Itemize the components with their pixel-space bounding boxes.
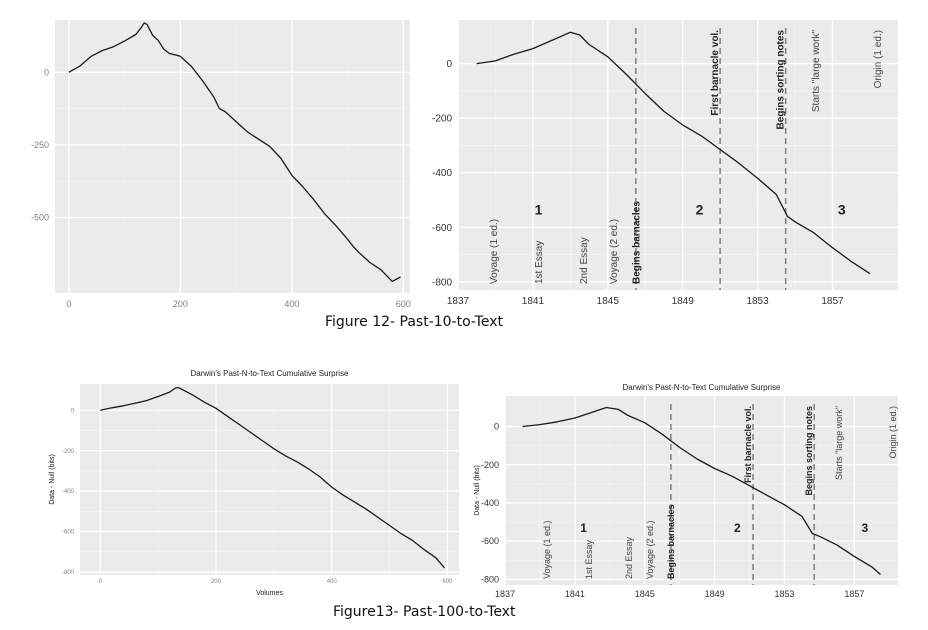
x-tick-label: 1841: [522, 296, 545, 307]
y-axis-label: Data - Null (bits): [49, 454, 56, 505]
y-axis-label: Data - Null (bits): [474, 465, 481, 516]
y-tick-label: 0: [71, 408, 75, 414]
fig12-left-chart: 0 200 400 600 0 -250 -500: [31, 20, 411, 309]
y-tick-label: -200: [432, 114, 452, 125]
y-tick-label: -400: [481, 498, 499, 508]
plot-background: [80, 384, 459, 575]
x-tick-label: 600: [442, 579, 453, 585]
y-tick-label: -600: [432, 223, 452, 234]
fig12-right-chart: 1837 1841 1845 1849 1853 1857 0 -200 -400 -600 -80…: [432, 20, 898, 307]
event-label: Origin (1 ed.): [888, 406, 898, 459]
x-tick-label: 1849: [672, 296, 695, 307]
x-tick-label: 400: [327, 579, 338, 585]
event-label: 1st Essay: [534, 241, 545, 284]
event-label: Origin (1 ed.): [873, 30, 884, 88]
y-tick-label: -400: [62, 489, 75, 495]
event-label: Voyage (1 ed.): [542, 520, 552, 579]
series-line: [476, 31, 871, 275]
event-label: Begins sorting notes: [776, 30, 787, 130]
period-label: 2: [734, 521, 741, 535]
x-tick-label: 1837: [495, 589, 515, 599]
chart-title: Darwin's Past-N-to-Text Cumulative Surpr…: [622, 383, 781, 392]
period-label: 1: [580, 521, 587, 535]
y-tick-label: -200: [481, 460, 499, 470]
x-tick-label: 1853: [774, 589, 794, 599]
x-tick-label: 200: [211, 579, 222, 585]
event-label: 1st Essay: [584, 539, 594, 579]
series-line: [68, 22, 401, 283]
y-tick-label: -800: [432, 277, 452, 288]
y-tick-label: -800: [481, 574, 499, 584]
x-tick-label: 400: [284, 299, 299, 309]
period-label: 3: [861, 521, 868, 535]
event-label: 2nd Essay: [624, 536, 634, 579]
y-tick-label: 0: [44, 67, 49, 77]
x-tick-label: 1857: [844, 589, 864, 599]
event-label: Voyage (2 ed.): [609, 219, 620, 284]
event-label: First barnacle vol.: [743, 406, 753, 483]
y-tick-label: 0: [494, 422, 499, 432]
x-tick-label: 1849: [705, 589, 725, 599]
event-label: Voyage (2 ed.): [645, 520, 655, 579]
x-tick-label: 1857: [821, 296, 844, 307]
event-label: Begins barnacles: [666, 504, 676, 579]
x-tick-label: 1853: [746, 296, 769, 307]
event-label: First barnacle vol.: [710, 30, 721, 116]
event-label: Starts "large work": [834, 406, 844, 480]
plot-background: [55, 20, 410, 293]
event-label: 2nd Essay: [579, 237, 590, 284]
event-label: Begins barnacles: [631, 201, 642, 284]
fig13-left-chart: 0 200 400 600 0 -200 -400 -600 -800 Darwin's Past…: [49, 369, 459, 597]
x-axis-label: Volumes: [256, 590, 283, 597]
x-tick-label: 1837: [447, 296, 470, 307]
y-tick-label: -500: [31, 213, 49, 223]
y-tick-label: -600: [481, 536, 499, 546]
chart-title: Darwin's Past-N-to-Text Cumulative Surpr…: [190, 369, 349, 378]
y-tick-label: -250: [31, 140, 49, 150]
figure-12-caption: Figure 12- Past-10-to-Text: [325, 314, 504, 330]
x-tick-label: 1841: [565, 589, 585, 599]
x-tick-label: 0: [99, 579, 103, 585]
figure-13-caption: Figure13- Past-100-to-Text: [333, 604, 516, 620]
x-tick-label: 600: [396, 299, 411, 309]
series-line: [100, 386, 445, 569]
plot-background: [505, 396, 898, 585]
y-tick-label: -600: [62, 530, 75, 536]
y-tick-label: -800: [62, 570, 75, 576]
plot-background: [458, 20, 898, 290]
event-label: Voyage (1 ed.): [489, 219, 500, 284]
fig13-right-chart: 1837 1841 1845 1849 1853 1857 0 -200 -400 -600 -80…: [474, 383, 898, 599]
x-tick-label: 0: [66, 299, 71, 309]
series-line: [522, 406, 881, 575]
event-label: Starts "large work": [811, 30, 822, 113]
y-tick-label: -200: [62, 449, 75, 455]
event-label: Begins sorting notes: [804, 406, 814, 496]
x-tick-label: 200: [173, 299, 188, 309]
period-label: 2: [696, 201, 704, 217]
period-label: 3: [838, 201, 846, 217]
y-tick-label: -400: [432, 168, 452, 179]
y-tick-label: 0: [446, 59, 452, 70]
x-tick-label: 1845: [597, 296, 620, 307]
x-tick-label: 1845: [635, 589, 655, 599]
period-label: 1: [535, 201, 543, 217]
